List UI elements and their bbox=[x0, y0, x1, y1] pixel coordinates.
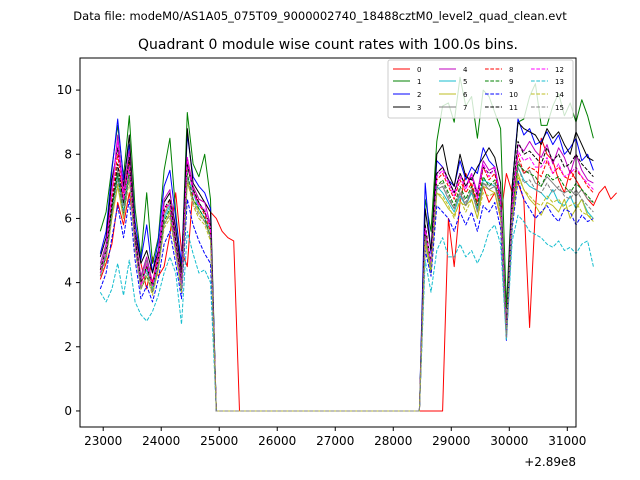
legend-label-9: 9 bbox=[509, 78, 513, 86]
x-axis: 23000 24000 25000 26000 27000 28000 29000 30000… bbox=[84, 427, 586, 448]
y-tick-label: 4 bbox=[64, 276, 72, 290]
legend-label-6: 6 bbox=[463, 91, 468, 99]
legend-label-13: 13 bbox=[555, 78, 564, 86]
x-tick-label: 31000 bbox=[548, 434, 586, 448]
x-tick-label: 28000 bbox=[374, 434, 412, 448]
x-tick-label: 24000 bbox=[142, 434, 180, 448]
series-line-15 bbox=[99, 166, 594, 412]
x-tick-label: 23000 bbox=[84, 434, 122, 448]
plot-area-frame bbox=[79, 57, 577, 428]
y-tick-label: 6 bbox=[64, 211, 72, 225]
x-tick-label: 29000 bbox=[432, 434, 470, 448]
legend-label-1: 1 bbox=[417, 78, 421, 86]
legend-label-3: 3 bbox=[417, 104, 421, 112]
chart-suptitle: Data file: modeM0/AS1A05_075T09_90000027… bbox=[73, 9, 567, 23]
x-tick-label: 30000 bbox=[490, 434, 528, 448]
y-axis: 0 2 4 6 8 10 bbox=[57, 83, 80, 418]
y-tick-label: 10 bbox=[57, 83, 72, 97]
x-tick-label: 26000 bbox=[258, 434, 296, 448]
x-tick-label: 25000 bbox=[200, 434, 238, 448]
legend-label-7: 7 bbox=[463, 104, 467, 112]
legend-label-12: 12 bbox=[555, 66, 564, 74]
x-tick-label: 27000 bbox=[316, 434, 354, 448]
legend-label-14: 14 bbox=[555, 91, 564, 99]
chart-title: Quadrant 0 module wise count rates with … bbox=[138, 37, 518, 53]
legend-label-4: 4 bbox=[463, 66, 468, 74]
legend-label-5: 5 bbox=[463, 78, 467, 86]
y-tick-label: 8 bbox=[64, 147, 72, 161]
series-layer bbox=[99, 76, 617, 412]
legend-label-0: 0 bbox=[417, 66, 421, 74]
legend-box bbox=[387, 59, 574, 119]
legend-label-8: 8 bbox=[509, 66, 513, 74]
y-tick-label: 0 bbox=[64, 404, 72, 418]
legend-label-2: 2 bbox=[417, 91, 421, 99]
legend-label-11: 11 bbox=[509, 104, 518, 112]
series-line-14 bbox=[99, 176, 594, 412]
x-axis-offset-label: +2.89e8 bbox=[524, 455, 576, 469]
legend-label-15: 15 bbox=[555, 104, 564, 112]
y-tick-label: 2 bbox=[64, 340, 72, 354]
legend-label-10: 10 bbox=[509, 91, 518, 99]
